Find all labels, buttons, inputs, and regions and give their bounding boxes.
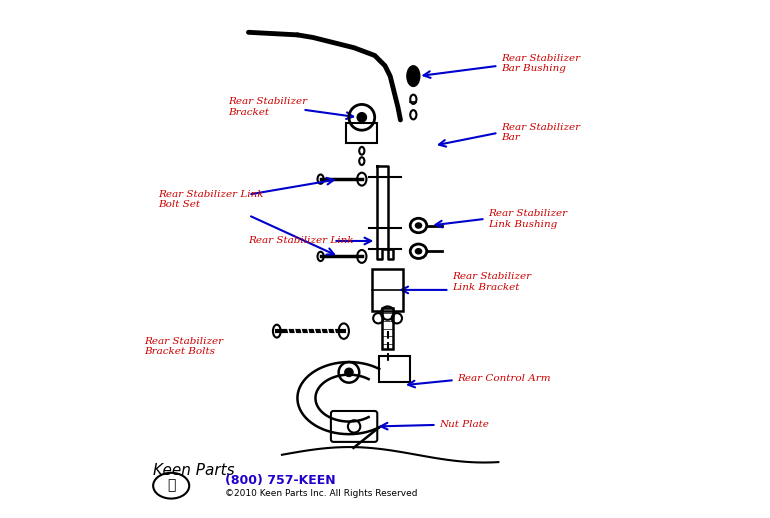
Ellipse shape [407,66,420,87]
Text: Rear Stabilizer
Link Bracket: Rear Stabilizer Link Bracket [452,272,531,292]
Text: Rear Control Arm: Rear Control Arm [457,374,551,383]
Text: Rear Stabilizer
Bracket Bolts: Rear Stabilizer Bracket Bolts [144,337,223,356]
Text: Rear Stabilizer
Bracket: Rear Stabilizer Bracket [228,97,307,117]
Bar [379,356,410,382]
Ellipse shape [415,223,422,228]
Text: Rear Stabilizer
Bar: Rear Stabilizer Bar [501,123,580,142]
Text: Keen Parts: Keen Parts [153,463,235,478]
Ellipse shape [415,249,422,254]
Text: (800) 757-KEEN: (800) 757-KEEN [226,474,336,487]
Text: 🚗: 🚗 [167,479,176,493]
Text: Nut Plate: Nut Plate [439,421,489,429]
Bar [372,269,403,310]
Text: Rear Stabilizer
Bar Bushing: Rear Stabilizer Bar Bushing [501,53,580,73]
Text: ©2010 Keen Parts Inc. All Rights Reserved: ©2010 Keen Parts Inc. All Rights Reserve… [226,489,418,498]
Text: Rear Stabilizer Link: Rear Stabilizer Link [249,237,354,246]
Text: Rear Stabilizer
Link Bushing: Rear Stabilizer Link Bushing [488,209,567,228]
Bar [383,308,393,349]
Text: Rear Stabilizer Link
Bolt Set: Rear Stabilizer Link Bolt Set [159,190,264,209]
Circle shape [357,113,367,122]
Circle shape [345,368,353,377]
